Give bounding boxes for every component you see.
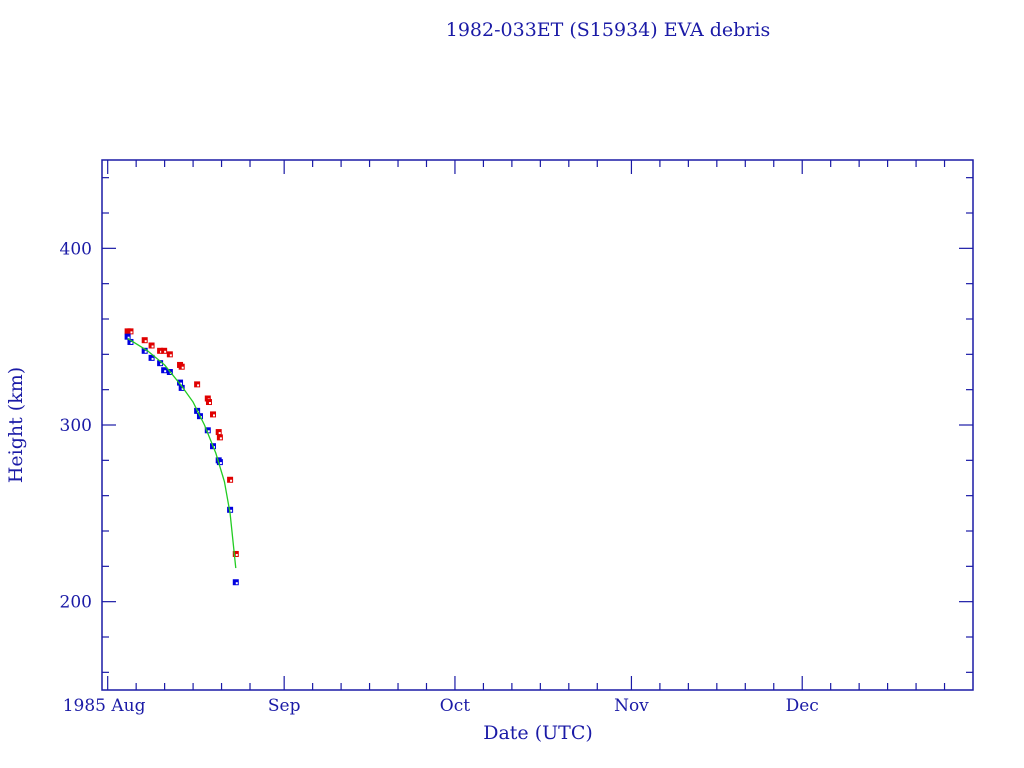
data-point-inner bbox=[130, 341, 133, 344]
data-point-inner bbox=[180, 382, 183, 385]
chart-title: 1982-033ET (S15934) EVA debris bbox=[446, 19, 770, 41]
data-point-inner bbox=[160, 363, 163, 366]
data-point-inner bbox=[219, 437, 222, 440]
data-point-inner bbox=[197, 384, 200, 387]
fit-curve bbox=[127, 337, 237, 569]
data-point-inner bbox=[160, 350, 163, 353]
data-point-inner bbox=[144, 350, 147, 353]
x-tick-label: Nov bbox=[614, 696, 649, 716]
x-tick-labels: 1985 Aug Sep Oct Nov Dec bbox=[63, 696, 819, 716]
data-point-inner bbox=[169, 354, 172, 357]
axis-ticks bbox=[102, 160, 973, 690]
y-tick-labels: 200 300 400 bbox=[60, 239, 92, 612]
data-point-inner bbox=[219, 462, 222, 465]
data-point-inner bbox=[164, 370, 167, 373]
data-marks bbox=[124, 328, 239, 586]
x-axis-label: Date (UTC) bbox=[483, 722, 593, 744]
y-tick-label: 200 bbox=[60, 593, 92, 613]
data-point-inner bbox=[230, 509, 233, 512]
data-point-inner bbox=[207, 430, 210, 433]
x-tick-label: 1985 Aug bbox=[63, 696, 146, 716]
data-point-inner bbox=[181, 366, 184, 369]
data-point-inner bbox=[164, 350, 167, 353]
data-point-inner bbox=[218, 432, 221, 435]
y-tick-label: 300 bbox=[60, 416, 92, 436]
plot-frame bbox=[101, 159, 974, 691]
data-point-inner bbox=[130, 331, 133, 334]
data-point-inner bbox=[235, 553, 238, 556]
data-point-inner bbox=[230, 479, 233, 482]
data-point-inner bbox=[151, 345, 154, 348]
x-tick-label: Oct bbox=[440, 696, 470, 716]
y-axis-label: Height (km) bbox=[5, 367, 27, 483]
data-point-inner bbox=[181, 387, 184, 390]
x-tick-label: Sep bbox=[268, 696, 301, 716]
data-point-inner bbox=[151, 357, 154, 360]
data-point-inner bbox=[127, 336, 130, 339]
x-tick-label: Dec bbox=[786, 696, 819, 716]
data-point-inner bbox=[213, 414, 216, 417]
data-point-inner bbox=[235, 582, 238, 585]
y-tick-label: 400 bbox=[60, 239, 92, 259]
data-point-inner bbox=[144, 340, 147, 343]
data-point-inner bbox=[208, 402, 211, 405]
